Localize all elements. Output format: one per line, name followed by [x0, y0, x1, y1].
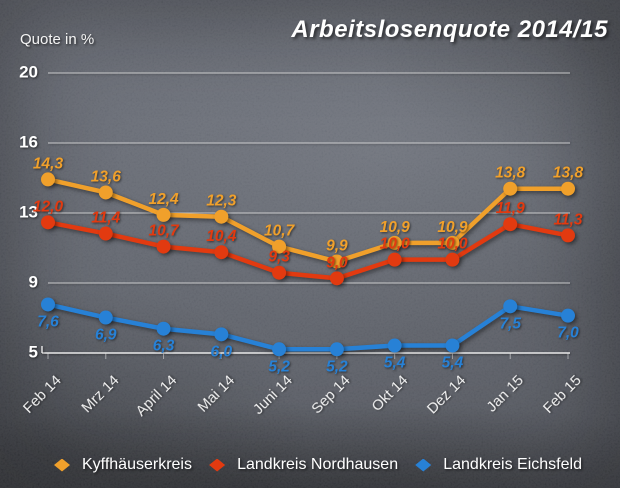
- legend-diamond-icon: [54, 458, 70, 472]
- value-label: 6,9: [95, 327, 117, 344]
- x-tick-label: Feb 15: [540, 372, 585, 417]
- data-point: [387, 252, 402, 267]
- legend-label: Landkreis Eichsfeld: [443, 456, 582, 473]
- value-label: 10,9: [380, 219, 411, 236]
- x-tick-label: Feb 14: [20, 372, 65, 417]
- value-label: 7,5: [499, 315, 521, 332]
- value-label: 6,3: [153, 338, 175, 355]
- data-point: [214, 209, 229, 224]
- value-label: 6,0: [211, 343, 233, 360]
- data-point: [329, 342, 344, 357]
- legend-label: Kyffhäuserkreis: [82, 456, 192, 473]
- x-tick-label: Mrz 14: [78, 372, 122, 416]
- data-point: [329, 254, 344, 269]
- series-line-2: [45, 302, 571, 352]
- value-label: 12,0: [33, 198, 64, 215]
- value-label: 5,4: [442, 355, 464, 372]
- data-point: [561, 228, 575, 243]
- value-label: 5,4: [384, 355, 406, 372]
- legend-label: Landkreis Nordhausen: [237, 456, 399, 473]
- data-point: [41, 297, 55, 312]
- value-label: 12,4: [148, 191, 179, 208]
- value-label: 5,2: [326, 358, 348, 375]
- data-point: [445, 252, 460, 267]
- data-point: [503, 299, 518, 314]
- value-label: 9,9: [326, 238, 348, 255]
- series-line-0: [45, 177, 571, 264]
- data-point: [503, 217, 518, 232]
- y-tick-label: 5: [29, 342, 38, 361]
- value-label: 5,2: [268, 358, 290, 375]
- legend-item-kyffhaeuserkreis: Kyffhäuserkreis: [54, 456, 192, 474]
- data-point: [445, 338, 460, 353]
- legend-diamond-icon: [415, 458, 432, 472]
- data-point: [98, 185, 113, 200]
- y-tick-label: 20: [19, 62, 38, 81]
- x-tick-label: April 14: [132, 372, 180, 420]
- value-label: 10,7: [148, 223, 180, 240]
- value-label: 13,6: [91, 168, 122, 185]
- data-point: [98, 226, 113, 241]
- value-label: 11,3: [553, 211, 582, 228]
- data-point: [561, 181, 575, 196]
- value-label: 12,3: [206, 193, 237, 210]
- legend-item-eichsfeld: Landkreis Eichsfeld: [415, 456, 582, 474]
- data-point: [272, 265, 287, 280]
- chart-title: Arbeitslosenquote 2014/15: [291, 16, 608, 43]
- value-label: 10,4: [206, 228, 237, 245]
- x-tick-label: Mai 14: [194, 372, 238, 416]
- value-label: 13,8: [553, 165, 584, 182]
- value-label: 11,4: [91, 210, 120, 227]
- value-label: 7,0: [557, 325, 579, 342]
- data-point: [561, 308, 575, 323]
- data-point: [387, 235, 402, 250]
- legend-item-nordhausen: Landkreis Nordhausen: [209, 456, 398, 474]
- value-label: 9,0: [326, 254, 348, 271]
- value-label: 11,9: [496, 200, 525, 217]
- data-point: [156, 321, 171, 336]
- y-tick-label: 9: [29, 272, 38, 291]
- data-point: [503, 181, 518, 196]
- data-point: [41, 215, 55, 230]
- y-tick-label: 16: [19, 132, 38, 151]
- data-point: [272, 239, 287, 254]
- y-tick-label: 13: [19, 202, 38, 221]
- value-label: 10,7: [264, 223, 296, 240]
- data-point: [156, 207, 171, 222]
- data-point: [214, 327, 229, 342]
- value-label: 10,0: [437, 236, 468, 253]
- x-tick-label: Sep 14: [308, 372, 354, 418]
- value-label: 10,0: [380, 236, 411, 253]
- data-point: [41, 172, 55, 187]
- data-point: [214, 245, 229, 260]
- y-axis-title: Quote in %: [20, 31, 95, 48]
- value-label: 13,8: [495, 165, 526, 182]
- x-tick-label: Dez 14: [424, 372, 470, 418]
- x-tick-label: Okt 14: [368, 372, 411, 415]
- data-point: [387, 338, 402, 353]
- data-point: [272, 342, 287, 357]
- value-label: 9,3: [268, 249, 290, 266]
- data-point: [98, 310, 113, 325]
- value-label: 10,9: [437, 219, 468, 236]
- data-point: [156, 239, 171, 254]
- chart-legend: Kyffhäuserkreis Landkreis Nordhausen Lan…: [0, 456, 620, 474]
- data-point: [329, 271, 344, 286]
- data-point: [445, 235, 460, 250]
- series-line-1: [45, 220, 571, 281]
- value-label: 14,3: [33, 155, 64, 172]
- legend-diamond-icon: [209, 458, 226, 472]
- x-tick-label: Jan 15: [483, 372, 527, 416]
- value-label: 7,6: [37, 313, 59, 330]
- x-tick-label: Juni 14: [250, 372, 296, 418]
